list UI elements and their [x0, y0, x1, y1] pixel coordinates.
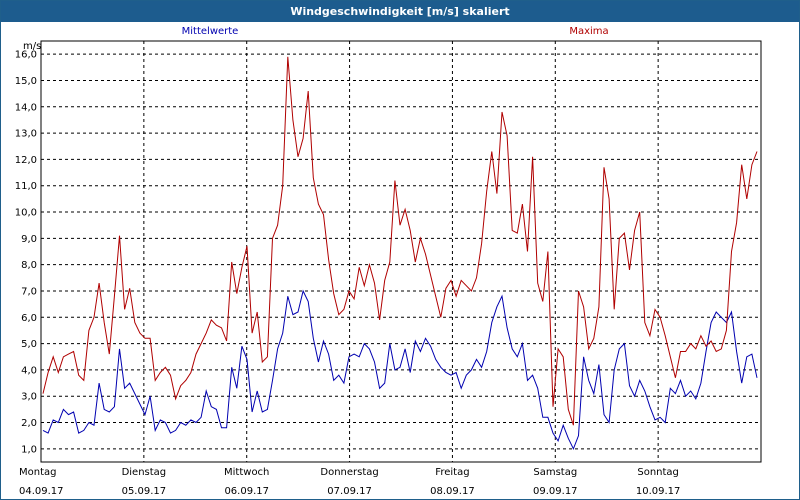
x-weekday-label: Samstag — [533, 467, 577, 478]
y-tick-label: 12,0 — [15, 155, 37, 166]
series-line-mittelwerte — [42, 289, 758, 451]
y-axis-unit-label: m/s — [23, 41, 41, 52]
y-tick-label: 5,0 — [21, 339, 37, 350]
x-date-label: 08.09.17 — [430, 486, 475, 497]
window-title: Windgeschwindigkeit [m/s] skaliert — [1, 1, 799, 22]
legend-maxima: Maxima — [569, 26, 608, 37]
y-tick-label: 13,0 — [15, 129, 37, 140]
x-weekday-label: Sonntag — [637, 467, 679, 478]
x-date-label: 06.09.17 — [224, 486, 269, 497]
y-tick-label: 9,0 — [21, 234, 37, 245]
x-weekday-label: Mittwoch — [224, 467, 269, 478]
y-tick-label: 6,0 — [21, 313, 37, 324]
y-tick-label: 8,0 — [21, 260, 37, 271]
wind-speed-chart: 1,0 2,0 3,0 4,0 5,0 6,0 7,0 8,0 9,0 10,0 11,0 12,0 1… — [15, 26, 762, 497]
y-tick-label: 2,0 — [21, 418, 37, 429]
y-tick-label: 1,0 — [21, 444, 37, 455]
legend-mittelwerte: Mittelwerte — [182, 26, 239, 37]
x-weekday-label: Dienstag — [122, 467, 167, 478]
series-line-maxima — [42, 56, 758, 426]
x-weekday-label: Donnerstag — [320, 467, 378, 478]
y-tick-label: 16,0 — [15, 50, 37, 61]
y-tick-label: 15,0 — [15, 76, 37, 87]
x-weekday-label: Montag — [19, 467, 56, 478]
x-date-label: 09.09.17 — [533, 486, 578, 497]
x-date-label: 10.09.17 — [636, 486, 681, 497]
x-date-label: 07.09.17 — [327, 486, 372, 497]
y-tick-label: 11,0 — [15, 181, 37, 192]
y-tick-label: 7,0 — [21, 286, 37, 297]
y-tick-label: 4,0 — [21, 365, 37, 376]
y-tick-label: 14,0 — [15, 102, 37, 113]
y-tick-label: 10,0 — [15, 208, 37, 219]
x-date-label: 04.09.17 — [19, 486, 64, 497]
x-weekday-label: Freitag — [435, 467, 469, 478]
plot-border — [40, 40, 762, 463]
x-date-label: 05.09.17 — [122, 486, 167, 497]
y-tick-label: 3,0 — [21, 392, 37, 403]
